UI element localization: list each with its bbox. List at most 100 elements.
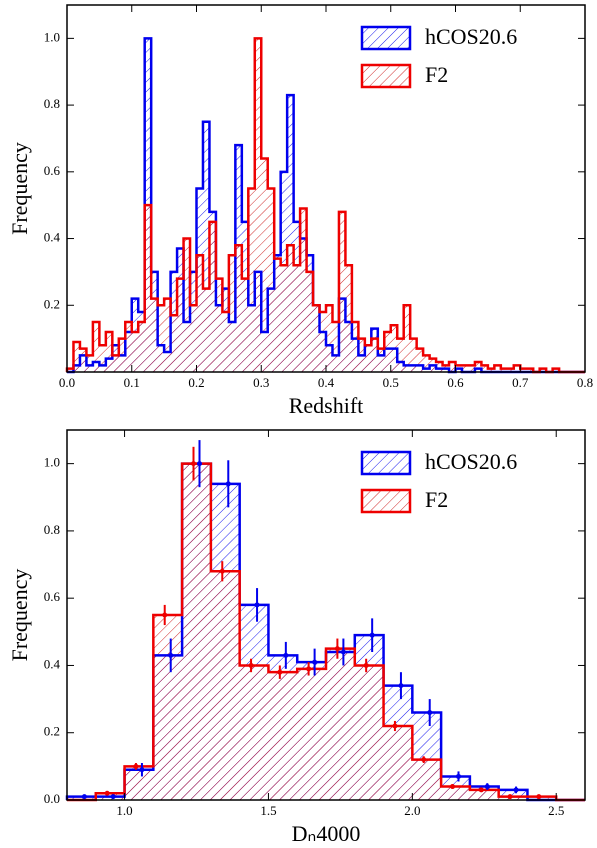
histogram-bar (481, 365, 488, 372)
error-point (225, 481, 231, 487)
histogram-bar (92, 321, 100, 372)
histogram-bar (138, 321, 145, 372)
x-tick-label: 1.0 (116, 803, 132, 818)
error-point (334, 646, 340, 652)
y-axis-label: Frequency (7, 569, 32, 662)
histogram-bar (241, 278, 249, 372)
error-point (484, 784, 490, 790)
histogram-bar (235, 245, 242, 372)
y-tick-label: 1.0 (44, 29, 60, 44)
error-point (369, 632, 375, 638)
error-point (398, 683, 404, 689)
histogram-bar (293, 265, 301, 372)
histogram-bar (436, 361, 443, 372)
histogram-bar (469, 789, 499, 800)
histogram-bar (326, 648, 355, 800)
histogram-bar (403, 305, 411, 372)
error-point (110, 794, 116, 800)
histogram-bar (239, 665, 269, 800)
error-point (81, 794, 87, 800)
histogram-bar (222, 311, 229, 372)
y-tick-label: 0.2 (44, 724, 60, 739)
histogram-bar (412, 759, 442, 800)
histogram-bar (423, 355, 430, 372)
histogram-bar (182, 463, 211, 800)
y-tick-label: 0.8 (44, 522, 60, 537)
x-tick-label: 0.2 (188, 375, 204, 390)
error-point (306, 666, 312, 672)
histogram-bar (170, 315, 178, 372)
x-tick-label: 0.4 (318, 375, 335, 390)
x-tick-label: 1.5 (260, 803, 276, 818)
histogram-bar (153, 615, 183, 800)
histogram-bar (164, 298, 171, 372)
error-point (162, 612, 168, 618)
histogram-bar (332, 321, 339, 372)
histogram-bar (377, 348, 385, 372)
error-point (197, 461, 202, 467)
histogram-bar (215, 278, 223, 372)
legend-label: F2 (425, 487, 448, 512)
histogram-bar (202, 121, 210, 372)
histogram-bar (287, 95, 294, 372)
error-point (427, 710, 433, 716)
histogram-bar (254, 38, 262, 372)
x-tick-label: 0.1 (124, 375, 140, 390)
histogram-bar (297, 668, 326, 800)
x-axis-label: Dₙ4000 (292, 821, 361, 846)
error-point (139, 767, 145, 773)
x-tick-label: 0.7 (512, 375, 529, 390)
x-tick-label: 0.6 (447, 375, 464, 390)
x-tick-label: 0.3 (253, 375, 269, 390)
histogram-bar (384, 331, 391, 372)
error-point (312, 659, 318, 665)
error-point (513, 787, 519, 793)
histogram-bar (99, 345, 106, 372)
histogram-bar (397, 338, 404, 372)
error-point (340, 649, 346, 655)
error-point (133, 763, 139, 769)
legend-swatch (360, 63, 412, 89)
x-axis-label: Redshift (289, 393, 364, 418)
y-tick-label: 0.4 (44, 656, 61, 671)
histogram-bar (196, 255, 203, 372)
legend-swatch (360, 25, 412, 51)
histogram-bar (410, 338, 417, 372)
histogram-bar (131, 331, 139, 372)
histogram-bar (190, 305, 197, 372)
histogram-bar (498, 789, 528, 800)
histogram-bar (268, 672, 298, 800)
histogram-bar (248, 188, 255, 372)
y-tick-label: 1.0 (44, 455, 60, 470)
histogram-bar (498, 796, 528, 800)
histogram-bar (313, 305, 320, 372)
error-point (104, 790, 110, 796)
histogram-bar (124, 766, 154, 800)
error-point (283, 652, 289, 658)
histogram-bar (210, 571, 240, 800)
histogram-bar (144, 205, 152, 372)
histogram-bar (73, 341, 80, 372)
x-tick-label: 0.5 (383, 375, 399, 390)
x-tick-label: 2.0 (404, 803, 420, 818)
histogram-bar (86, 355, 93, 372)
x-tick-label: 0.8 (577, 375, 593, 390)
histogram-bar (177, 278, 184, 372)
y-axis-label: Frequency (7, 142, 32, 235)
histogram-bar (67, 796, 96, 800)
error-point (168, 652, 174, 658)
y-tick-label: 0.2 (44, 296, 60, 311)
error-point (507, 794, 513, 800)
histogram-bar (364, 345, 372, 372)
histogram-bar (520, 368, 527, 372)
histogram-bar (513, 365, 521, 372)
histogram-bar (326, 305, 333, 372)
error-point (248, 662, 254, 668)
histogram-bar (338, 211, 346, 372)
histogram-bar (371, 338, 378, 372)
y-tick-label: 0.8 (44, 96, 60, 111)
error-point (191, 461, 196, 467)
legend-label: F2 (425, 62, 448, 87)
histogram-bar (354, 665, 384, 800)
